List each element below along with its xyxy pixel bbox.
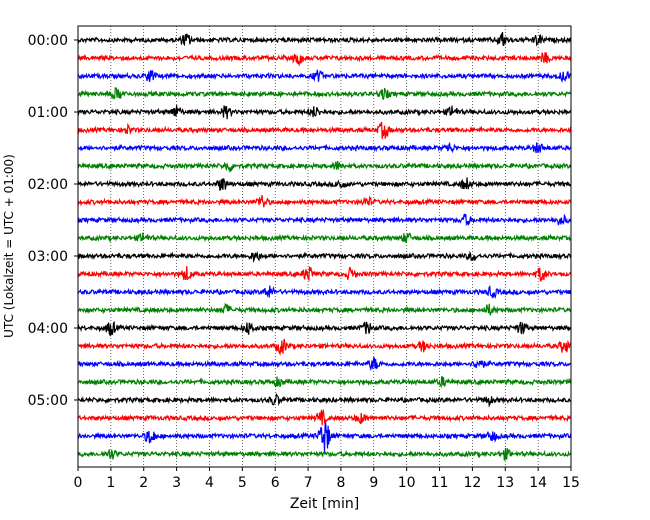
x-tick-label: 9 xyxy=(369,475,378,491)
seismic-trace-0030 xyxy=(77,69,572,84)
x-tick-label: 13 xyxy=(496,475,514,491)
seismic-trace-0545 xyxy=(77,447,572,461)
plot-frame xyxy=(77,25,572,468)
x-tick-label: 5 xyxy=(238,475,247,491)
x-tick-label: 11 xyxy=(431,475,449,491)
seismic-trace-0430 xyxy=(77,356,572,372)
seismic-trace-0015 xyxy=(77,52,572,67)
seismic-trace-0300 xyxy=(77,250,572,264)
y-tick-label: 00:00 xyxy=(28,33,68,49)
y-tick-label: 02:00 xyxy=(28,177,68,193)
x-tick-label: 4 xyxy=(205,475,214,491)
x-tick-label: 0 xyxy=(74,475,83,491)
y-tick-label: 01:00 xyxy=(28,105,68,121)
seismic-trace-0115 xyxy=(77,121,572,140)
x-tick-label: 12 xyxy=(463,475,481,491)
y-tick-label: 04:00 xyxy=(28,321,68,337)
seismic-trace-0415 xyxy=(77,338,572,356)
seismic-trace-0215 xyxy=(77,194,572,208)
seismic-trace-0445 xyxy=(77,376,572,389)
seismic-trace-0145 xyxy=(77,160,572,173)
seismic-trace-0345 xyxy=(77,302,572,316)
seismic-trace-0500 xyxy=(77,392,572,408)
seismic-trace-0130 xyxy=(77,141,572,154)
seismic-trace-0400 xyxy=(77,320,572,337)
x-tick-label: 10 xyxy=(398,475,416,491)
x-tick-label: 1 xyxy=(106,475,115,491)
x-tick-label: 3 xyxy=(172,475,181,491)
seismic-trace-0530 xyxy=(77,422,572,453)
x-tick-label: 8 xyxy=(336,475,345,491)
x-tick-label: 7 xyxy=(304,475,313,491)
y-tick-label: 03:00 xyxy=(28,249,68,265)
seismic-trace-0000 xyxy=(77,31,572,47)
y-axis-label: UTC (Lokalzeit = UTC + 01:00) xyxy=(2,154,16,338)
seismic-trace-0230 xyxy=(77,213,572,227)
y-axis-ticks: 00:00 01:00 02:00 03:00 04:00 05:00 xyxy=(28,33,78,409)
y-tick-label: 05:00 xyxy=(28,393,68,409)
x-tick-label: 15 xyxy=(562,475,580,491)
x-axis-ticks: 0 1 2 3 4 5 6 7 8 9 10 11 12 13 14 15 xyxy=(74,467,580,491)
x-axis-label: Zeit [min] xyxy=(290,496,359,512)
seismic-trace-0245 xyxy=(77,232,572,243)
x-tick-label: 2 xyxy=(139,475,148,491)
trace-group xyxy=(77,31,572,461)
seismic-trace-0330 xyxy=(77,285,572,300)
seismic-trace-0315 xyxy=(77,266,572,283)
x-tick-label: 6 xyxy=(271,475,280,491)
seismic-trace-0045 xyxy=(77,87,572,100)
x-tick-label: 14 xyxy=(529,475,547,491)
seismic-trace-0200 xyxy=(77,177,572,191)
seismic-trace-0100 xyxy=(77,105,572,120)
seismic-trace-0515 xyxy=(77,408,572,426)
